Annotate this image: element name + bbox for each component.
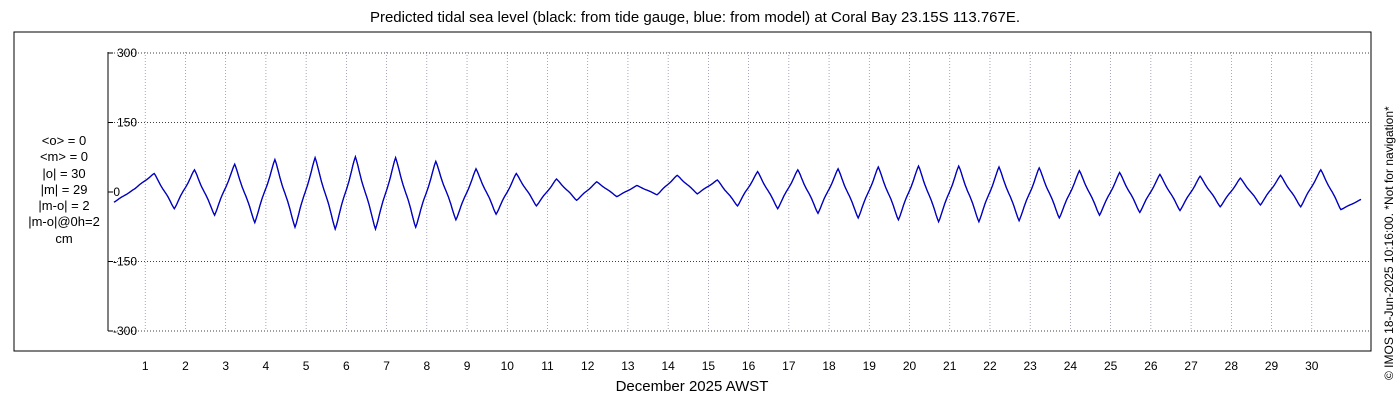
x-tick-label: 22 bbox=[983, 359, 997, 373]
x-tick-label: 28 bbox=[1225, 359, 1239, 373]
stat-abs-diff: |m-o| = 2 bbox=[38, 198, 90, 214]
x-tick-label: 23 bbox=[1024, 359, 1038, 373]
x-tick-label: 26 bbox=[1144, 359, 1158, 373]
grid-lines bbox=[108, 52, 1371, 332]
x-tick-label: 11 bbox=[541, 359, 554, 373]
y-axis-ticks: 300 150 0 -150 -300 bbox=[108, 46, 137, 338]
x-tick-label: 12 bbox=[581, 359, 595, 373]
x-tick-label: 8 bbox=[423, 359, 430, 373]
y-tick-label: -150 bbox=[113, 255, 137, 269]
stat-unit: cm bbox=[55, 230, 73, 246]
x-tick-label: 19 bbox=[863, 359, 877, 373]
x-tick-label: 3 bbox=[222, 359, 229, 373]
chart-title: Predicted tidal sea level (black: from t… bbox=[369, 9, 1021, 26]
outer-frame bbox=[13, 31, 1372, 352]
x-tick-label: 10 bbox=[501, 359, 515, 373]
series-lines bbox=[113, 154, 1362, 232]
x-axis-label: December 2025 AWST bbox=[616, 378, 769, 395]
x-tick-label: 29 bbox=[1265, 359, 1279, 373]
series-line-tide-gauge bbox=[113, 154, 1362, 231]
x-tick-label: 7 bbox=[383, 359, 390, 373]
stat-mean-observed: <o> = 0 bbox=[41, 133, 87, 148]
x-tick-label: 5 bbox=[303, 359, 310, 373]
x-tick-label: 20 bbox=[903, 359, 917, 373]
x-tick-label: 24 bbox=[1064, 359, 1078, 373]
stat-abs-diff-0h: |m-o|@0h=2 bbox=[28, 214, 100, 230]
series-line-model bbox=[113, 154, 1362, 232]
stat-abs-model: |m| = 29 bbox=[40, 181, 88, 197]
x-tick-label: 14 bbox=[661, 359, 675, 373]
x-tick-label: 1 bbox=[142, 359, 149, 373]
x-tick-label: 18 bbox=[822, 359, 836, 373]
x-tick-label: 25 bbox=[1104, 359, 1118, 373]
y-tick-label: 150 bbox=[117, 116, 137, 130]
x-tick-label: 13 bbox=[621, 359, 635, 373]
x-tick-label: 9 bbox=[464, 359, 471, 373]
x-tick-label: 2 bbox=[182, 359, 189, 373]
x-tick-label: 30 bbox=[1305, 359, 1319, 373]
x-tick-label: 15 bbox=[702, 359, 716, 373]
stat-abs-observed: |o| = 30 bbox=[42, 165, 86, 181]
x-tick-label: 27 bbox=[1184, 359, 1198, 373]
stat-mean-model: <m> = 0 bbox=[39, 149, 89, 165]
x-tick-label: 16 bbox=[742, 359, 756, 373]
x-tick-label: 6 bbox=[343, 359, 350, 373]
x-tick-label: 17 bbox=[782, 359, 796, 373]
x-tick-label: 4 bbox=[263, 359, 270, 373]
x-tick-label: 21 bbox=[943, 359, 957, 373]
y-tick-label: -300 bbox=[113, 324, 137, 338]
y-tick-label: 300 bbox=[117, 46, 137, 60]
x-axis-ticks: 1 2 3 4 5 6 7 8 9 10 11 12 13 14 15 16 17 18 19 20 21 22 23 24 2… bbox=[142, 359, 1319, 373]
y-tick-label: 0 bbox=[113, 185, 120, 199]
statistics-panel: <o> = 0 <m> = 0 |o| = 30 |m| = 29 |m-o| … bbox=[14, 133, 114, 247]
